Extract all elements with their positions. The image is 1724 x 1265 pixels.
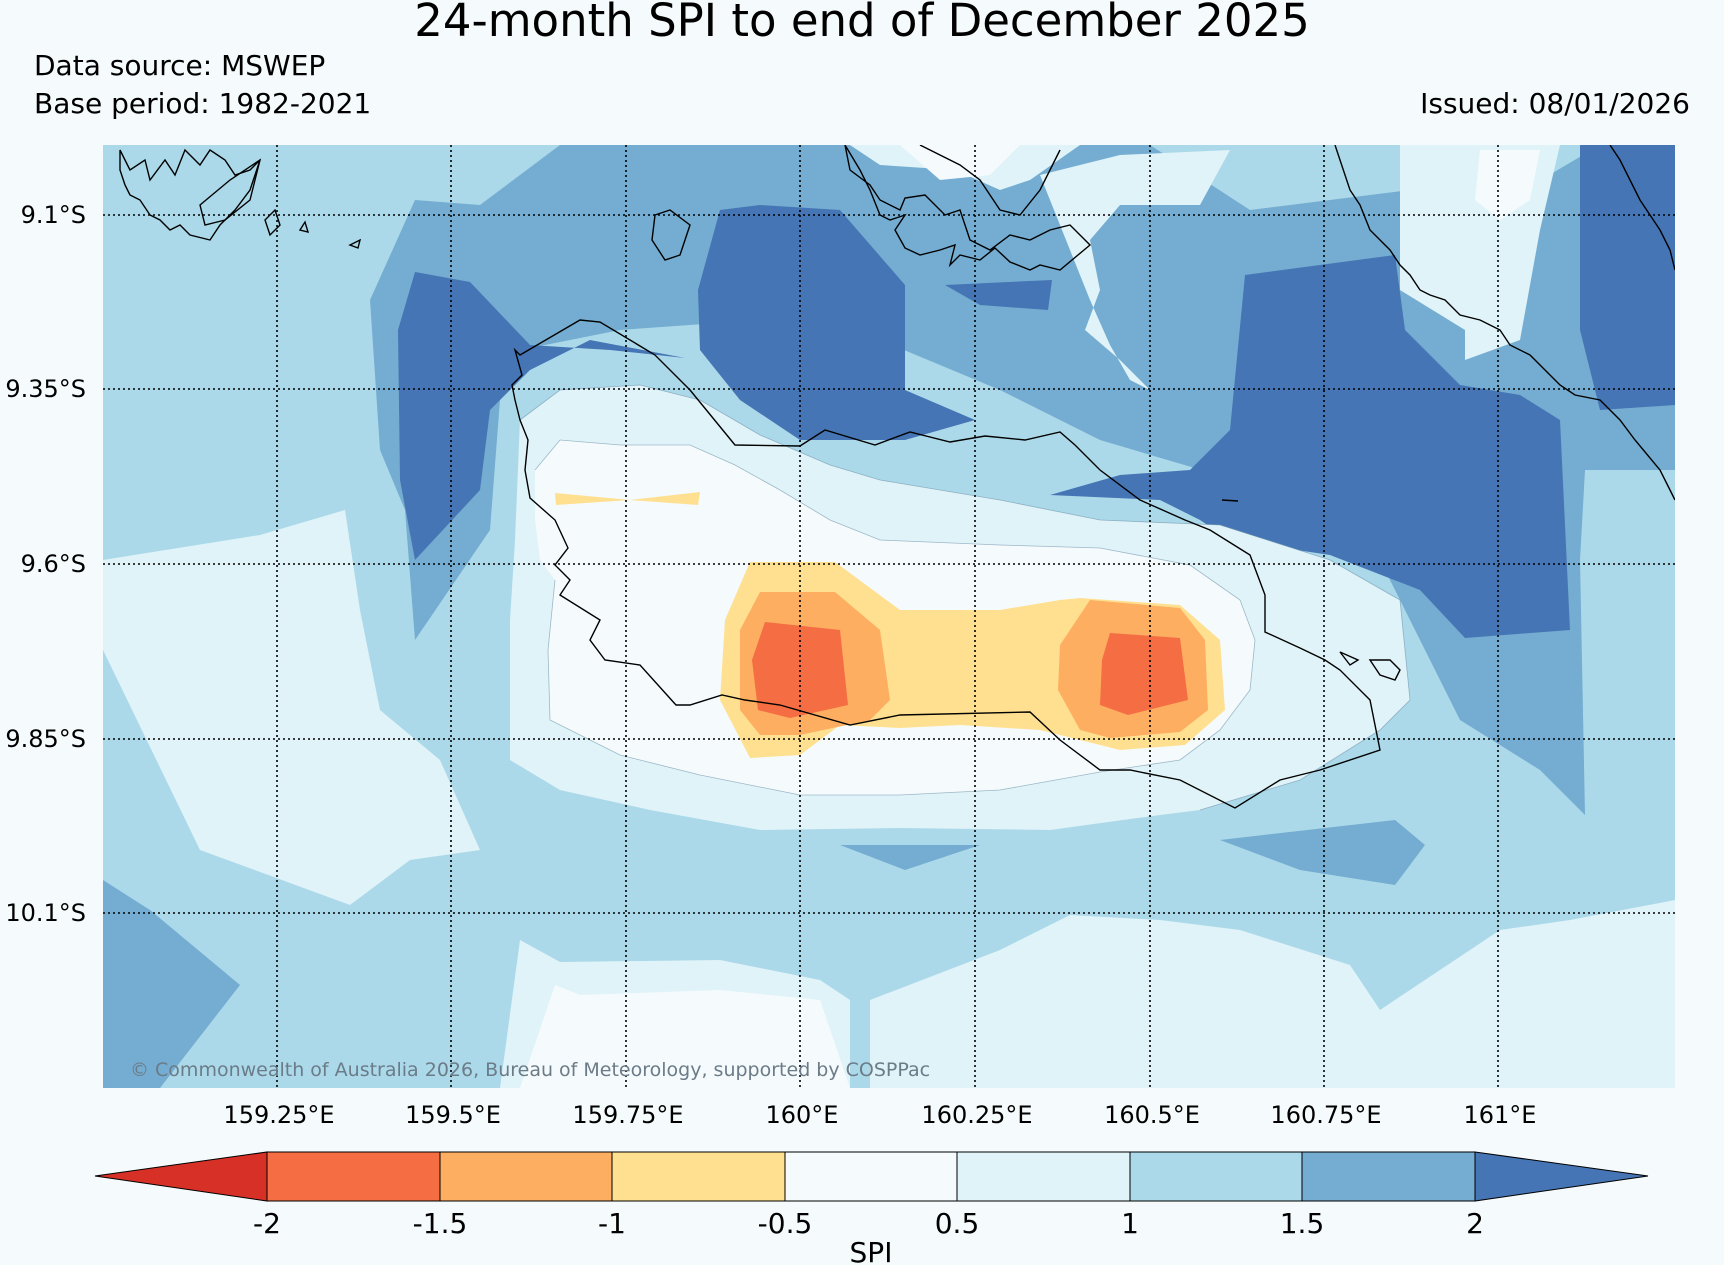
coastline-malaita bbox=[1334, 145, 1675, 501]
spi-contour-gt2-east bbox=[1050, 255, 1570, 638]
lon-label: 159.25°E bbox=[223, 1101, 334, 1129]
graticule bbox=[103, 145, 1675, 1088]
colorbar-tick: -2 bbox=[253, 1207, 281, 1240]
colorbar-segment-gt-2 bbox=[1474, 1151, 1649, 1202]
spi-contour-gt2-west bbox=[398, 272, 685, 560]
coastline-nw-fragment bbox=[199, 158, 262, 226]
map-panel: © Commonwealth of Australia 2026, Bureau… bbox=[103, 145, 1675, 1088]
coastline-islet-a bbox=[651, 209, 691, 261]
map-title: 24-month SPI to end of December 2025 bbox=[414, 0, 1310, 47]
lon-label: 159.75°E bbox=[572, 1101, 683, 1129]
colorbar-tick: 1.5 bbox=[1280, 1207, 1325, 1240]
lat-label: 9.35°S bbox=[5, 375, 86, 403]
spi-contour-gt2-ne bbox=[1580, 145, 1675, 410]
lon-label: 160.75°E bbox=[1270, 1101, 1381, 1129]
coastline-islet-d bbox=[298, 220, 310, 233]
spi-contour-0.5-1-se bbox=[870, 900, 1675, 1088]
spi-contour-0.5-1-west bbox=[103, 510, 480, 905]
lat-label: 9.85°S bbox=[5, 725, 86, 753]
colorbar-tick: -1.5 bbox=[413, 1207, 468, 1240]
lon-label: 161°E bbox=[1464, 1101, 1537, 1129]
coastline-islet-f bbox=[1339, 651, 1360, 666]
spi-contour-1.5-2-sw bbox=[103, 880, 240, 1088]
issued-date-label: Issued: 08/01/2026 bbox=[1420, 87, 1690, 120]
coastline-nw-island bbox=[119, 148, 261, 241]
colorbar-segment-lt-2 bbox=[94, 1151, 268, 1202]
spi-contour-0.5-1-north2 bbox=[1040, 150, 1230, 390]
base-period-label: Base period: 1982-2021 bbox=[34, 87, 371, 120]
lat-label: 9.1°S bbox=[21, 201, 86, 229]
coastlines bbox=[119, 145, 1675, 809]
spi-contour-gt2-center bbox=[698, 205, 975, 440]
colorbar-label: SPI bbox=[850, 1236, 893, 1265]
colorbar-tick: -1 bbox=[598, 1207, 626, 1240]
coastline-florida-small bbox=[919, 145, 1061, 216]
lat-label: 10.1°S bbox=[5, 899, 86, 927]
colorbar-segment bbox=[266, 1151, 441, 1202]
colorbar-tick: 2 bbox=[1466, 1207, 1484, 1240]
spi-contour-neutral-north bbox=[900, 145, 1020, 180]
coastline-islet-g bbox=[1221, 499, 1239, 502]
spi-contour-neutral-south bbox=[520, 985, 850, 1088]
colorbar-tick: -0.5 bbox=[758, 1207, 813, 1240]
lon-label: 160.5°E bbox=[1104, 1101, 1200, 1129]
lon-label: 160°E bbox=[766, 1101, 839, 1129]
spi-contour-1.5-2-south-a bbox=[840, 845, 980, 870]
spi-contour-gt2-patch bbox=[945, 280, 1052, 310]
colorbar-segment bbox=[439, 1151, 613, 1202]
colorbar-ticks: -2 -1.5 -1 -0.5 0.5 1 1.5 2 bbox=[253, 1207, 1484, 1240]
spi-contour-yellow-small bbox=[555, 492, 700, 505]
coastline-florida-islands bbox=[844, 145, 1092, 271]
colorbar-segment bbox=[1301, 1151, 1476, 1202]
colorbar-segment bbox=[611, 1151, 786, 1202]
colorbar-tick: 1 bbox=[1121, 1207, 1139, 1240]
colorbar-segment bbox=[784, 1151, 958, 1202]
coastline-guadalcanal bbox=[511, 319, 1381, 809]
spi-contour-1.5-2-south-b bbox=[1220, 820, 1425, 885]
colorbar-tick: 0.5 bbox=[935, 1207, 980, 1240]
colorbar-segment bbox=[956, 1151, 1131, 1202]
lat-label: 9.6°S bbox=[21, 550, 86, 578]
data-source-label: Data source: MSWEP bbox=[34, 49, 325, 82]
copyright-notice: © Commonwealth of Australia 2026, Bureau… bbox=[130, 1059, 930, 1081]
colorbar: -2 -1.5 -1 -0.5 0.5 1 1.5 2 SPI bbox=[94, 1151, 1649, 1265]
spi-contour-neutral-ne bbox=[1475, 150, 1540, 220]
coastline-malaita-north bbox=[1609, 145, 1675, 271]
lon-label: 160.25°E bbox=[921, 1101, 1032, 1129]
longitude-labels: 159.25°E 159.5°E 159.75°E 160°E 160.25°E… bbox=[223, 1101, 1536, 1129]
latitude-labels: 9.1°S 9.35°S 9.6°S 9.85°S 10.1°S bbox=[5, 201, 86, 927]
colorbar-segment bbox=[1129, 1151, 1303, 1202]
lon-label: 159.5°E bbox=[405, 1101, 501, 1129]
coastline-islet-b bbox=[264, 208, 281, 237]
contour-outlines bbox=[519, 384, 1411, 811]
coastline-islet-c bbox=[348, 238, 362, 249]
spi-contour-red-right bbox=[1100, 633, 1188, 715]
coastline-islet-e bbox=[1368, 659, 1401, 681]
